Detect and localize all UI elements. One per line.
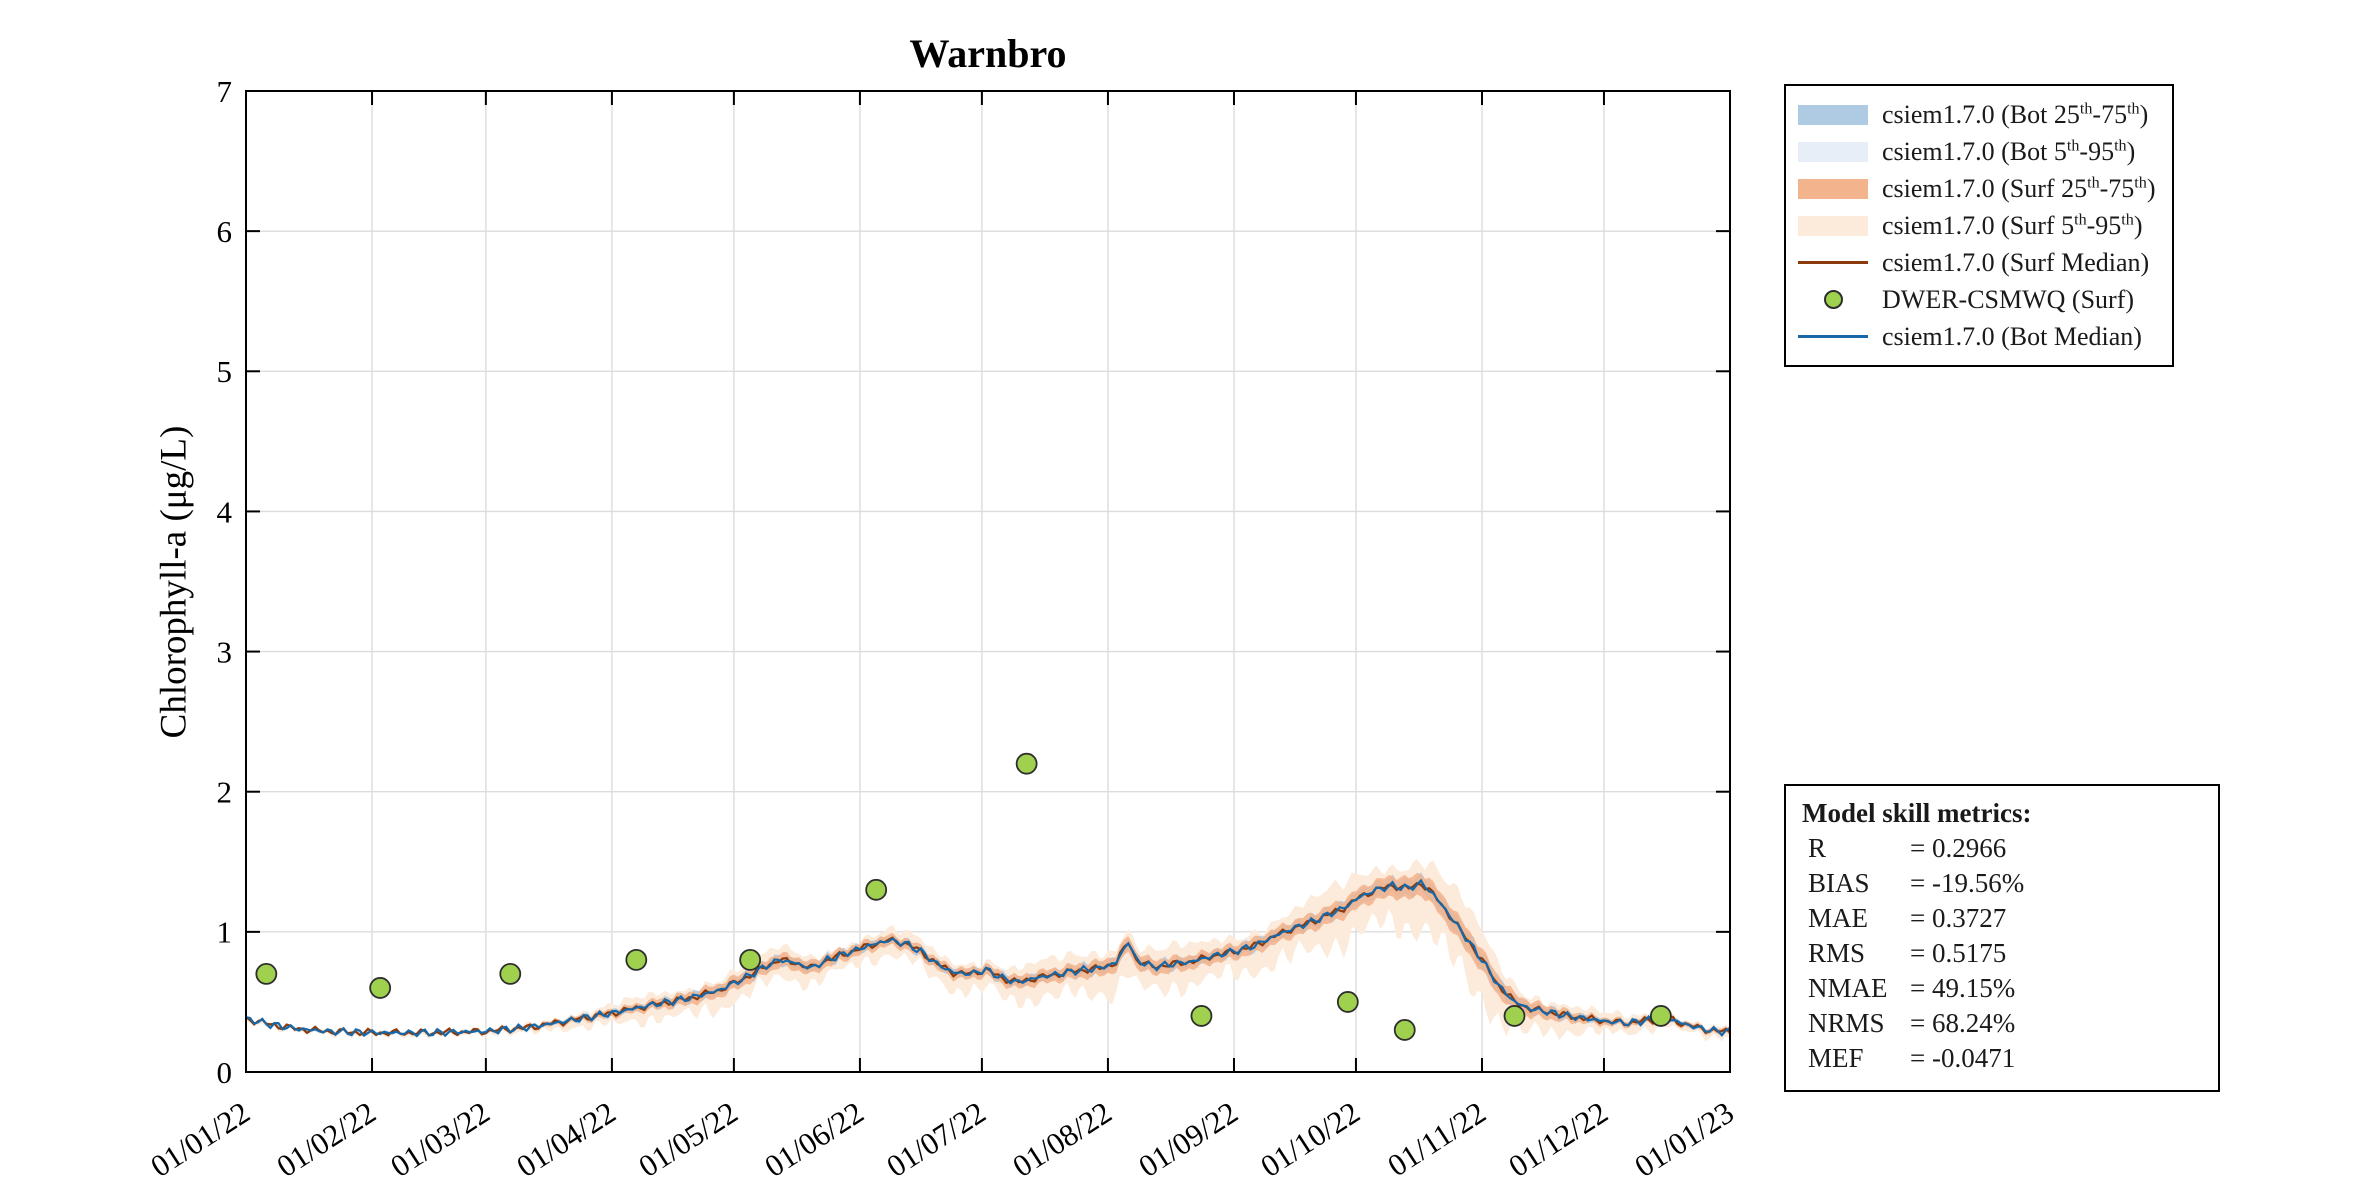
legend-marker-swatch: [1798, 290, 1868, 309]
observation-marker: [255, 963, 278, 985]
metric-label: MAE: [1808, 903, 1868, 933]
svg-text:01/11/22: 01/11/22: [1381, 1095, 1492, 1181]
y-axis-label: Chlorophyll-a (μg/L): [153, 425, 195, 739]
metric-label: R: [1808, 833, 1827, 863]
legend-item-label: csiem1.7.0 (Bot 25th-75th): [1882, 99, 2149, 129]
metric-row: BIAS = -19.56%: [1808, 866, 2024, 901]
svg-text:2: 2: [217, 775, 233, 810]
legend-item: csiem1.7.0 (Surf 5th-95th): [1798, 207, 2156, 244]
metric-value: = 68.24%: [1910, 1008, 2016, 1038]
line-swatch: [1798, 335, 1868, 338]
metrics-box: Model skill metrics: R = 0.2966 BIAS = -19.…: [1784, 784, 2220, 1092]
observation-marker: [1649, 1005, 1672, 1027]
legend-item: csiem1.7.0 (Surf Median): [1798, 244, 2156, 281]
metric-label: NMAE: [1808, 973, 1888, 1003]
metric-value: = 0.3727: [1910, 903, 2007, 933]
observation-marker: [1336, 991, 1359, 1013]
svg-text:01/03/22: 01/03/22: [384, 1095, 496, 1181]
axis-ticks: [245, 90, 1731, 1073]
legend-item: csiem1.7.0 (Bot Median): [1798, 318, 2156, 355]
svg-text:4: 4: [217, 494, 233, 529]
svg-text:3: 3: [217, 634, 233, 669]
observation-marker: [1015, 752, 1038, 775]
metrics-title: Model skill metrics:: [1802, 798, 2032, 828]
svg-text:01/05/22: 01/05/22: [632, 1095, 744, 1181]
observation-points: [255, 752, 1672, 1041]
metric-row: NRMS = 68.24%: [1808, 1006, 2024, 1041]
svg-text:01/04/22: 01/04/22: [510, 1095, 622, 1181]
circle-marker-icon: [1823, 290, 1843, 309]
metrics-table: R = 0.2966 BIAS = -19.56% MAE = 0.3727 RMS = 0.…: [1808, 831, 2024, 1076]
svg-text:01/07/22: 01/07/22: [880, 1095, 992, 1181]
chart-title: Warnbro: [909, 31, 1067, 76]
legend-item-label: csiem1.7.0 (Surf 25th-75th): [1882, 173, 2156, 203]
band-swatch: [1798, 104, 1868, 125]
svg-text:6: 6: [217, 214, 233, 249]
svg-text:0: 0: [217, 1055, 233, 1090]
band-swatch: [1798, 178, 1868, 199]
legend-band-swatch: [1798, 215, 1868, 236]
legend-line-swatch: [1798, 335, 1868, 338]
metric-value: = 49.15%: [1910, 973, 2016, 1003]
legend-item-label: csiem1.7.0 (Surf 5th-95th): [1882, 210, 2143, 240]
legend-band-swatch: [1798, 178, 1868, 199]
observation-marker: [739, 948, 762, 971]
metric-value: = 0.2966: [1910, 833, 2007, 863]
metric-row: NMAE = 49.15%: [1808, 971, 2024, 1006]
observation-marker: [625, 948, 648, 971]
metric-label: MEF: [1808, 1043, 1864, 1073]
x-tick-labels: 01/01/22 01/02/22 01/03/22 01/04/22 01/05/22…: [144, 1095, 1740, 1181]
legend-band-swatch: [1798, 141, 1868, 162]
svg-text:01/06/22: 01/06/22: [758, 1095, 870, 1181]
metric-value: = -0.0471: [1910, 1043, 2016, 1073]
observation-marker: [865, 878, 888, 901]
svg-text:01/08/22: 01/08/22: [1006, 1095, 1118, 1181]
metric-value: = 0.5175: [1910, 938, 2007, 968]
band-swatch: [1798, 141, 1868, 162]
metric-row: MAE = 0.3727: [1808, 901, 2024, 936]
svg-text:5: 5: [217, 354, 233, 389]
grid-lines: [245, 90, 1731, 1073]
metric-row: RMS = 0.5175: [1808, 936, 2024, 971]
surf-25-75-band: [246, 872, 1730, 1037]
legend-line-swatch: [1798, 261, 1868, 264]
legend-item: DWER-CSMWQ (Surf): [1798, 281, 2156, 318]
svg-text:7: 7: [217, 74, 233, 109]
svg-text:01/10/22: 01/10/22: [1254, 1095, 1366, 1181]
legend-band-swatch: [1798, 104, 1868, 125]
legend-item-label: DWER-CSMWQ (Surf): [1882, 284, 2135, 314]
metric-label: RMS: [1808, 938, 1866, 968]
metric-value: = -19.56%: [1910, 868, 2025, 898]
observation-marker: [369, 977, 392, 999]
band-swatch: [1798, 215, 1868, 236]
legend-item-label: csiem1.7.0 (Surf Median): [1882, 247, 2150, 277]
metric-label: NRMS: [1808, 1008, 1885, 1038]
svg-text:01/09/22: 01/09/22: [1132, 1095, 1244, 1181]
observation-marker: [1393, 1019, 1416, 1041]
legend-item: csiem1.7.0 (Bot 25th-75th): [1798, 96, 2156, 133]
y-tick-labels: 0 1 2 3 4 5 6 7: [217, 74, 233, 1090]
bot-median-line: [245, 878, 1731, 1038]
metric-row: MEF = -0.0471: [1808, 1041, 2024, 1076]
metric-row: R = 0.2966: [1808, 831, 2024, 866]
svg-text:01/12/22: 01/12/22: [1502, 1095, 1614, 1181]
observation-marker: [1503, 1005, 1526, 1027]
observation-marker: [1190, 1005, 1213, 1027]
observation-marker: [499, 963, 522, 985]
legend-item: csiem1.7.0 (Surf 25th-75th): [1798, 170, 2156, 207]
legend-item: csiem1.7.0 (Bot 5th-95th): [1798, 133, 2156, 170]
legend-box: csiem1.7.0 (Bot 25th-75th) csiem1.7.0 (Bo…: [1784, 84, 2174, 367]
svg-text:01/02/22: 01/02/22: [270, 1095, 382, 1181]
svg-text:01/01/22: 01/01/22: [144, 1095, 256, 1181]
line-swatch: [1798, 261, 1868, 264]
legend-item-label: csiem1.7.0 (Bot 5th-95th): [1882, 136, 2136, 166]
legend-item-label: csiem1.7.0 (Bot Median): [1882, 321, 2142, 351]
svg-text:01/01/23: 01/01/23: [1628, 1095, 1740, 1181]
svg-text:1: 1: [217, 915, 233, 950]
metric-label: BIAS: [1808, 868, 1870, 898]
axis-box: [245, 90, 1731, 1073]
